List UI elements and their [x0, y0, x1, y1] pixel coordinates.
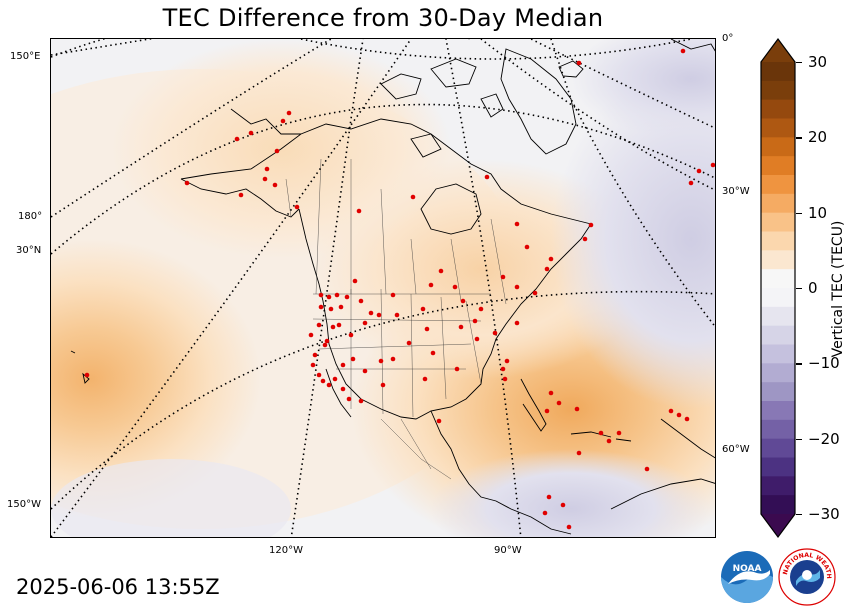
nws-logo: NATIONAL WEATHER SERVICE	[778, 548, 836, 606]
colorbar-tick-mark	[796, 288, 802, 290]
map-canvas	[51, 39, 715, 537]
colorbar-tick-label: 30	[808, 53, 828, 71]
colorbar-band	[761, 288, 795, 308]
colorbar-label: Vertical TEC (TECU)	[830, 220, 846, 358]
colorbar-tick-label: −20	[808, 429, 840, 448]
colorbar-band	[761, 212, 795, 232]
colorbar-band	[761, 495, 795, 515]
timestamp: 2025-06-06 13:55Z	[16, 575, 220, 599]
lon-label-90w: 90°W	[494, 545, 522, 556]
colorbar-band	[761, 118, 795, 138]
colorbar-tick-mark	[796, 212, 802, 214]
colorbar-band	[761, 344, 795, 364]
colorbar-band	[761, 193, 795, 214]
noaa-logo: NOAA	[721, 551, 773, 603]
colorbar-tick-label: −30	[808, 505, 840, 523]
colorbar-band	[761, 269, 795, 289]
colorbar-tick-label: −10	[808, 354, 840, 373]
graticule	[51, 39, 715, 537]
colorbar-tick-mark	[796, 62, 802, 64]
lon-label-120w: 120°W	[269, 545, 303, 556]
lon-label-150w: 150°W	[7, 499, 41, 510]
colorbar-band	[761, 401, 795, 421]
lon-label-150e: 150°E	[10, 51, 41, 62]
colorbar-band	[761, 457, 795, 477]
state-boundaries	[285, 158, 507, 480]
colorbar-band	[761, 231, 795, 251]
colorbar-band	[761, 137, 795, 157]
colorbar-band	[761, 438, 795, 458]
colorbar-band	[761, 363, 795, 383]
colorbar-band	[761, 175, 795, 195]
colorbar-band	[761, 306, 795, 327]
colorbar-tick-mark	[796, 514, 802, 516]
colorbar-tick-mark	[796, 438, 802, 440]
colorbar-band	[761, 62, 795, 82]
lat-label-30n: 30°N	[16, 245, 42, 256]
colorbar-band	[761, 99, 795, 119]
colorbar-band	[761, 382, 795, 402]
colorbar-band	[761, 476, 795, 496]
lon-label-180: 180°	[18, 211, 43, 222]
lon-label-60w: 60°W	[722, 444, 750, 455]
colorbar-extend-max	[761, 39, 795, 62]
colorbar-band	[761, 325, 795, 345]
colorbar-tick-label: 0	[808, 279, 818, 297]
map-title: TEC Difference from 30-Day Median	[162, 4, 604, 32]
colorbar	[760, 38, 796, 538]
colorbar-band	[761, 80, 795, 101]
colorbar-band	[761, 250, 795, 270]
colorbar-tick-label: 20	[808, 128, 828, 147]
lon-label-0: 0°	[722, 33, 734, 44]
colorbar-tick-label: 10	[808, 203, 828, 222]
colorbar-band	[761, 156, 795, 176]
svg-text:NOAA: NOAA	[733, 564, 762, 574]
lon-label-30w: 30°W	[722, 186, 750, 197]
gnss-stations	[84, 48, 715, 530]
colorbar-extend-min	[761, 514, 795, 537]
tec-map	[50, 38, 716, 538]
colorbar-tick-mark	[796, 137, 802, 139]
colorbar-tick-mark	[796, 363, 802, 365]
colorbar-band	[761, 419, 795, 440]
coastlines	[70, 39, 715, 535]
